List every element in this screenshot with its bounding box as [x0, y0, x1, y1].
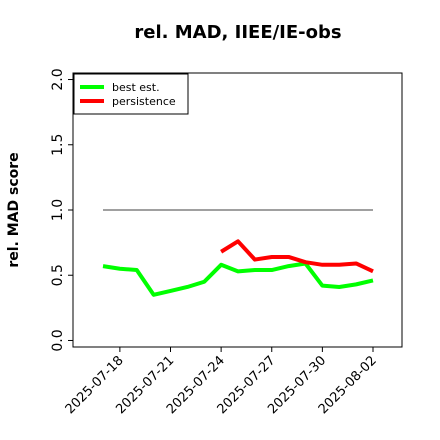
legend-label: best est. — [112, 81, 160, 94]
y-tick-label: 0.5 — [50, 264, 66, 286]
y-tick-label: 1.5 — [50, 134, 66, 156]
y-tick-label: 0.0 — [50, 329, 66, 351]
y-tick-label: 1.0 — [50, 199, 66, 221]
legend-label: persistence — [112, 95, 176, 108]
series-line — [220, 239, 374, 274]
legend-box — [73, 73, 189, 115]
y-tick-label: 2.0 — [50, 68, 66, 90]
chart-title: rel. MAD, IIEE/IE-obs — [134, 22, 341, 43]
series-line — [102, 261, 374, 297]
y-axis-label: rel. MAD score — [6, 152, 22, 267]
